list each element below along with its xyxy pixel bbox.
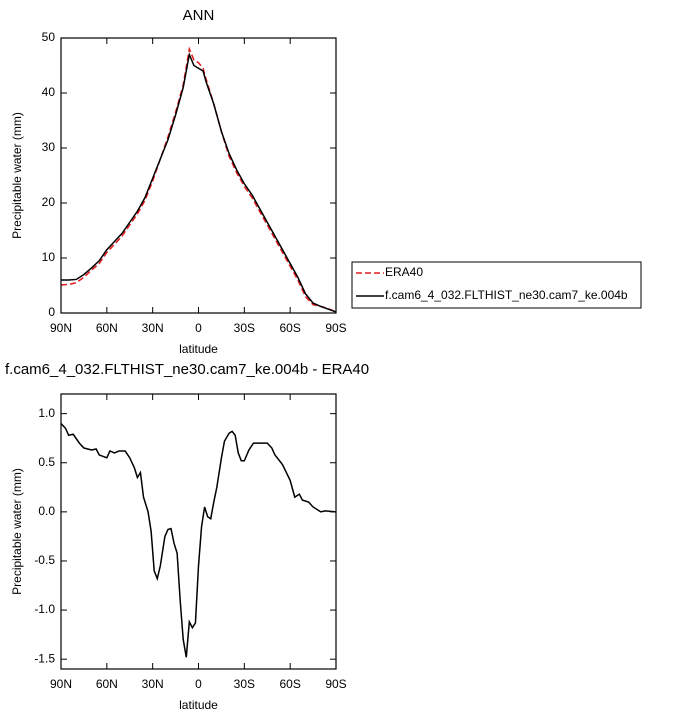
- x-tick-label: 30S: [234, 677, 255, 691]
- legend-label: ERA40: [385, 265, 423, 279]
- y-tick-label: -1.0: [34, 602, 55, 616]
- y-tick-label: 0: [48, 305, 55, 319]
- x-tick-label: 90S: [325, 321, 346, 335]
- x-tick-label: 60S: [279, 677, 300, 691]
- legend-box: [351, 261, 642, 309]
- x-axis-label: latitude: [179, 698, 218, 712]
- data-line: [60, 46, 337, 313]
- y-axis-label: Precipitable water (mm): [10, 112, 24, 239]
- chart-title: ANN: [183, 7, 215, 24]
- y-axis-label: Precipitable water (mm): [10, 468, 24, 595]
- data-line: [60, 422, 337, 658]
- y-tick-label: 10: [42, 250, 56, 264]
- chart-title: f.cam6_4_032.FLTHIST_ne30.cam7_ke.004b -…: [5, 361, 369, 378]
- y-tick-label: 1.0: [38, 406, 55, 420]
- y-tick-label: -1.5: [34, 651, 55, 665]
- x-tick-label: 90S: [325, 677, 346, 691]
- x-tick-label: 30S: [234, 321, 255, 335]
- y-tick-label: 40: [42, 85, 56, 99]
- plot-frame: [60, 393, 337, 670]
- y-tick-label: 0.5: [38, 455, 55, 469]
- x-tick-label: 0: [195, 677, 202, 691]
- y-tick-label: -0.5: [34, 553, 55, 567]
- x-tick-label: 0: [195, 321, 202, 335]
- x-tick-label: 90N: [50, 321, 72, 335]
- x-tick-label: 30N: [142, 321, 164, 335]
- data-line: [61, 51, 337, 313]
- x-tick-label: 60S: [279, 321, 300, 335]
- y-tick-label: 0.0: [38, 504, 55, 518]
- legend-label: f.cam6_4_032.FLTHIST_ne30.cam7_ke.004b: [385, 288, 628, 302]
- x-tick-label: 90N: [50, 677, 72, 691]
- y-tick-label: 30: [42, 140, 56, 154]
- x-tick-label: 60N: [96, 677, 118, 691]
- y-tick-label: 50: [42, 30, 56, 44]
- x-tick-label: 30N: [142, 677, 164, 691]
- plot-frame: [60, 37, 337, 314]
- x-axis-label: latitude: [179, 342, 218, 356]
- x-tick-label: 60N: [96, 321, 118, 335]
- y-tick-label: 20: [42, 195, 56, 209]
